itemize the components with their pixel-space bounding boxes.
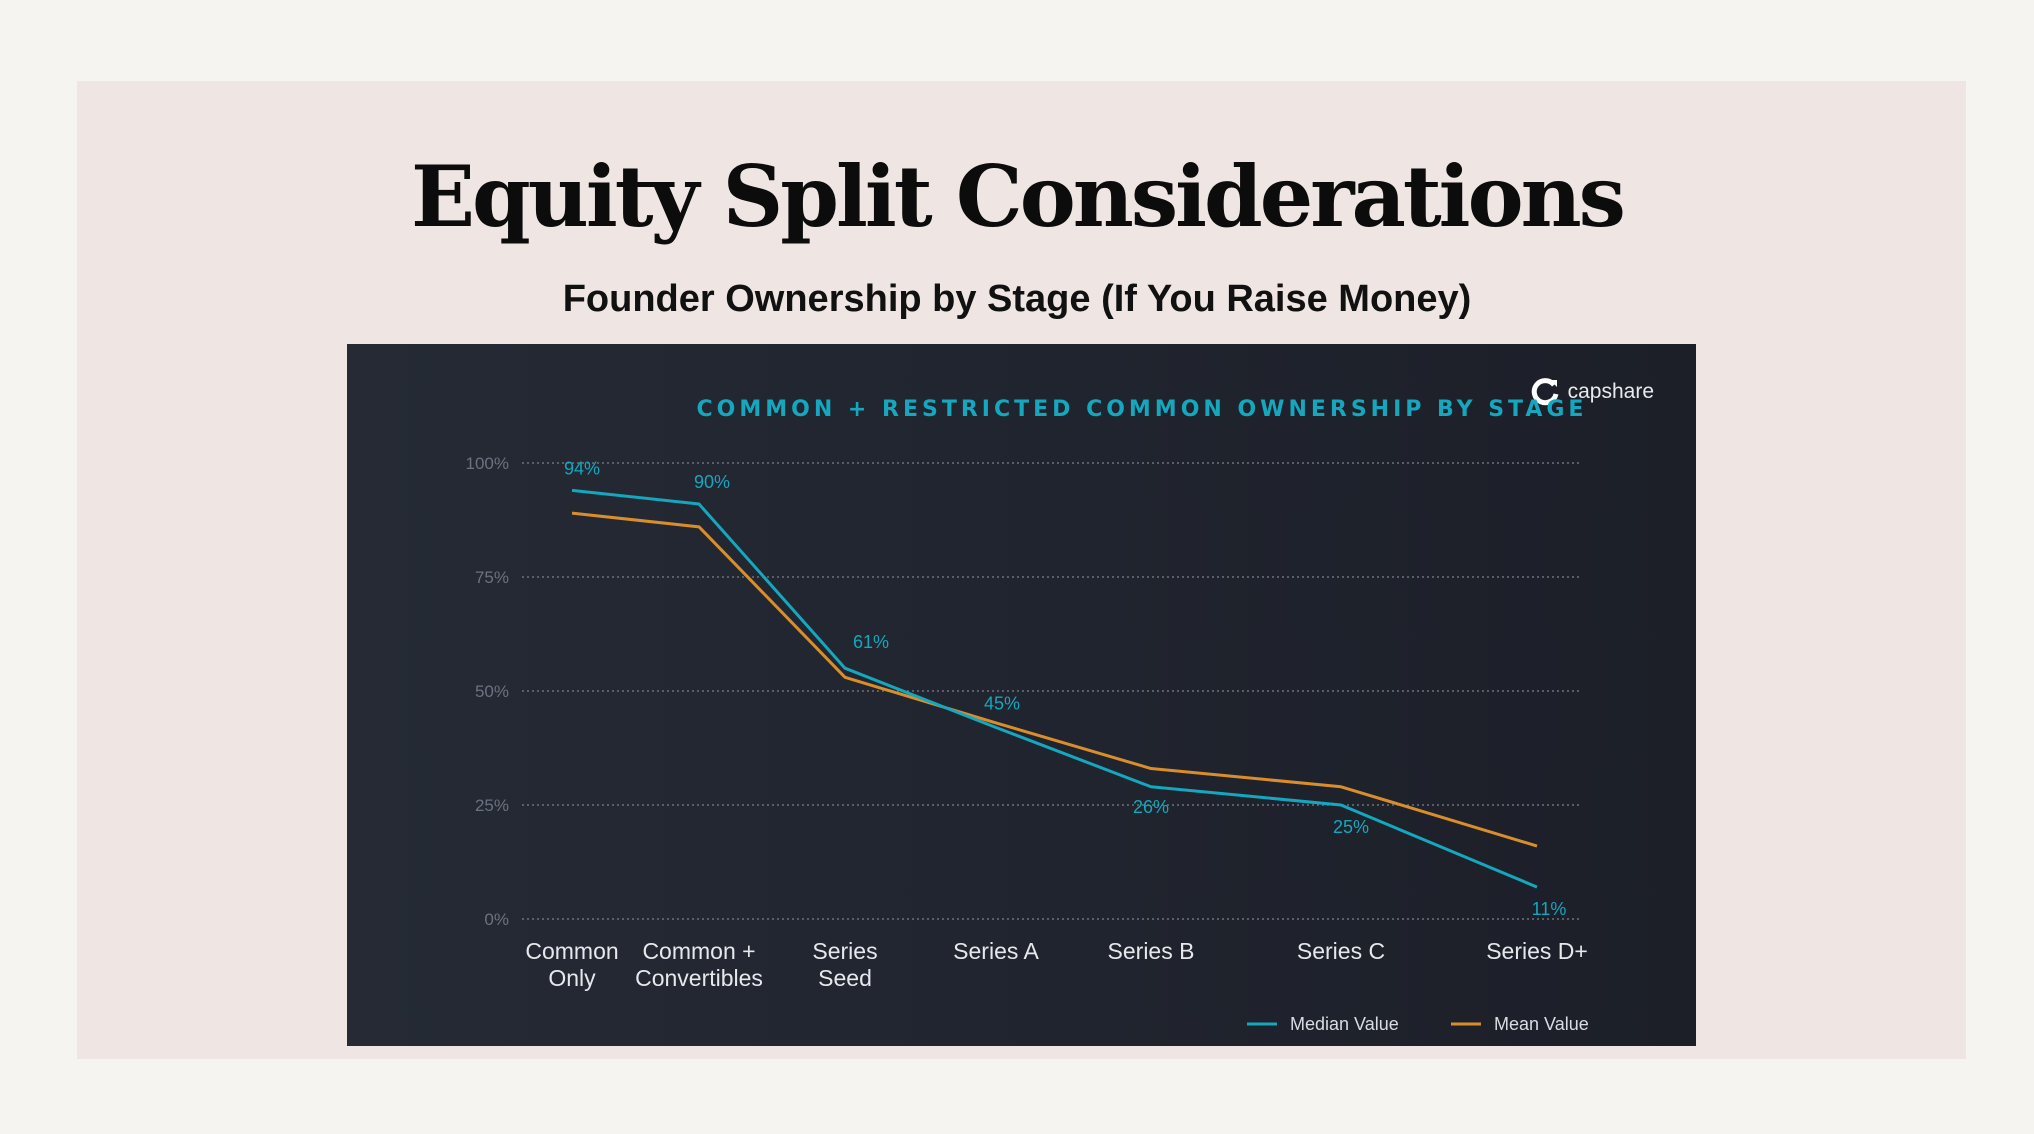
y-tick-label: 0% bbox=[484, 910, 509, 929]
data-label: 25% bbox=[1333, 817, 1369, 837]
data-label: 94% bbox=[564, 458, 600, 478]
x-tick-label: Common + Convertibles bbox=[635, 938, 763, 991]
y-tick-label: 25% bbox=[475, 796, 509, 815]
y-tick-label: 75% bbox=[475, 568, 509, 587]
slide-subtitle: Founder Ownership by Stage (If You Raise… bbox=[562, 278, 1472, 320]
legend-label: Median Value bbox=[1290, 1014, 1399, 1034]
line-chart: COMMON + RESTRICTED COMMON OWNERSHIP BY … bbox=[466, 397, 1589, 1034]
x-tick-label: Series A bbox=[953, 938, 1039, 964]
x-tick-label: Series D+ bbox=[1486, 938, 1588, 964]
x-tick-label: Series Seed bbox=[812, 938, 877, 991]
y-tick-label: 50% bbox=[475, 682, 509, 701]
x-tick-label: Series C bbox=[1297, 938, 1385, 964]
brand-name: capshare bbox=[1567, 380, 1654, 403]
y-tick-label: 100% bbox=[466, 454, 509, 473]
data-label: 61% bbox=[853, 632, 889, 652]
x-tick-label: Series B bbox=[1108, 938, 1195, 964]
legend-label: Mean Value bbox=[1494, 1014, 1589, 1034]
data-label: 11% bbox=[1532, 899, 1567, 919]
chart-panel: capshare COMMON + RESTRICTED COMMON OWNE… bbox=[347, 344, 1696, 1046]
slide-title: Equity Split Considerations bbox=[411, 147, 1626, 246]
data-label: 90% bbox=[694, 472, 730, 492]
x-tick-label: Common Only bbox=[525, 938, 618, 991]
chart-title: COMMON + RESTRICTED COMMON OWNERSHIP BY … bbox=[697, 397, 1588, 422]
data-label: 45% bbox=[984, 693, 1020, 713]
capshare-logo-icon bbox=[1531, 378, 1559, 406]
series-line-mean-value bbox=[571, 511, 1538, 848]
data-label: 26% bbox=[1133, 797, 1169, 817]
series-line-median-value bbox=[571, 488, 1538, 889]
brand: capshare bbox=[1530, 377, 1654, 407]
